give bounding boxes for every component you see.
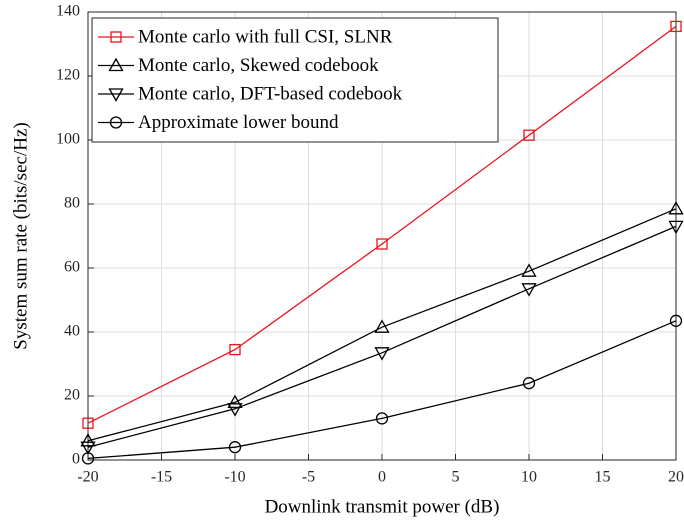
marker xyxy=(108,88,124,102)
marker xyxy=(521,283,537,297)
y-tick-label: 120 xyxy=(56,67,80,84)
x-tick-label: -5 xyxy=(302,469,315,486)
x-tick-label: 15 xyxy=(595,469,611,486)
y-tick-label: 80 xyxy=(64,195,80,212)
marker xyxy=(82,417,94,429)
y-tick-label: 140 xyxy=(56,3,80,20)
marker xyxy=(374,319,390,333)
series-line xyxy=(87,320,677,460)
marker xyxy=(227,403,243,417)
x-tick-label: 20 xyxy=(668,469,684,486)
marker xyxy=(80,432,96,447)
y-tick-label: 0 xyxy=(72,451,80,468)
x-tick-label: 0 xyxy=(378,469,386,486)
marker xyxy=(521,263,537,277)
y-tick-label: 60 xyxy=(64,259,80,276)
legend: Monte carlo with full CSI, SLNR Monte car… xyxy=(91,17,499,143)
x-tick-label: -10 xyxy=(224,469,245,486)
x-tick-label: 10 xyxy=(521,469,537,486)
marker xyxy=(668,200,684,215)
y-axis-label: System sum rate (bits/sec/Hz) xyxy=(10,122,31,349)
y-tick-label: 100 xyxy=(56,131,80,148)
x-tick-label: -15 xyxy=(151,469,172,486)
y-tick-label: 20 xyxy=(64,387,80,404)
legend-label: Monte carlo, Skewed codebook xyxy=(138,55,379,76)
marker xyxy=(522,377,536,390)
legend-box xyxy=(91,17,499,143)
marker xyxy=(109,116,123,129)
series-line xyxy=(87,208,677,442)
marker xyxy=(670,20,682,33)
series-line xyxy=(87,225,677,448)
legend-label: Approximate lower bound xyxy=(138,112,339,133)
marker xyxy=(669,314,683,327)
x-tick-label: 5 xyxy=(452,469,460,486)
plot-frame xyxy=(87,11,677,461)
marker xyxy=(376,238,388,250)
marker xyxy=(108,57,124,72)
marker xyxy=(80,441,96,456)
legend-label: Monte carlo with full CSI, SLNR xyxy=(138,26,393,47)
x-tick-label: -20 xyxy=(77,469,98,486)
marker xyxy=(229,343,241,356)
marker xyxy=(523,129,535,141)
marker xyxy=(668,220,684,235)
marker xyxy=(227,394,243,409)
series-line xyxy=(87,25,677,424)
x-axis-label: Downlink transmit power (dB) xyxy=(265,496,500,517)
y-tick-label: 40 xyxy=(64,323,80,340)
marker xyxy=(374,347,390,361)
marker xyxy=(81,452,95,465)
legend-label: Monte carlo, DFT-based codebook xyxy=(138,83,403,104)
marker xyxy=(110,31,122,43)
marker xyxy=(375,412,389,425)
marker xyxy=(228,441,242,454)
